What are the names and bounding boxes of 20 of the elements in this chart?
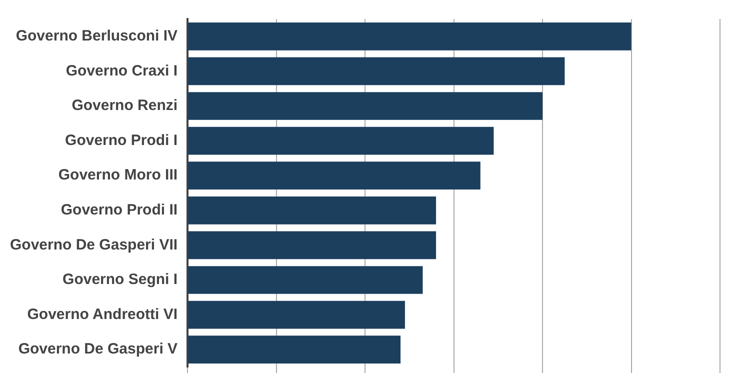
bar <box>188 300 405 329</box>
bar <box>188 196 436 224</box>
y-tick-label: Governo Prodi II <box>60 202 178 219</box>
y-tick-label: Governo Craxi I <box>66 62 178 80</box>
y-tick-label: Governo Berlusconi IV <box>16 28 178 45</box>
bar <box>188 336 401 364</box>
y-tick-label: Governo Renzi <box>72 97 178 114</box>
bar <box>188 266 423 294</box>
y-tick-label: Governo Segni I <box>62 271 178 288</box>
bar <box>188 162 480 190</box>
bar <box>188 231 436 260</box>
y-tick-label: Governo Prodi I <box>65 132 178 149</box>
y-tick-label: Governo De Gasperi VII <box>10 236 178 254</box>
y-tick-label: Governo De Gasperi V <box>18 340 178 358</box>
bar <box>188 126 494 155</box>
bar <box>188 57 565 86</box>
bar <box>188 22 632 50</box>
y-tick-label: Governo Andreotti VI <box>27 306 178 323</box>
y-tick-label: Governo Moro III <box>58 166 178 184</box>
bar <box>188 92 543 120</box>
